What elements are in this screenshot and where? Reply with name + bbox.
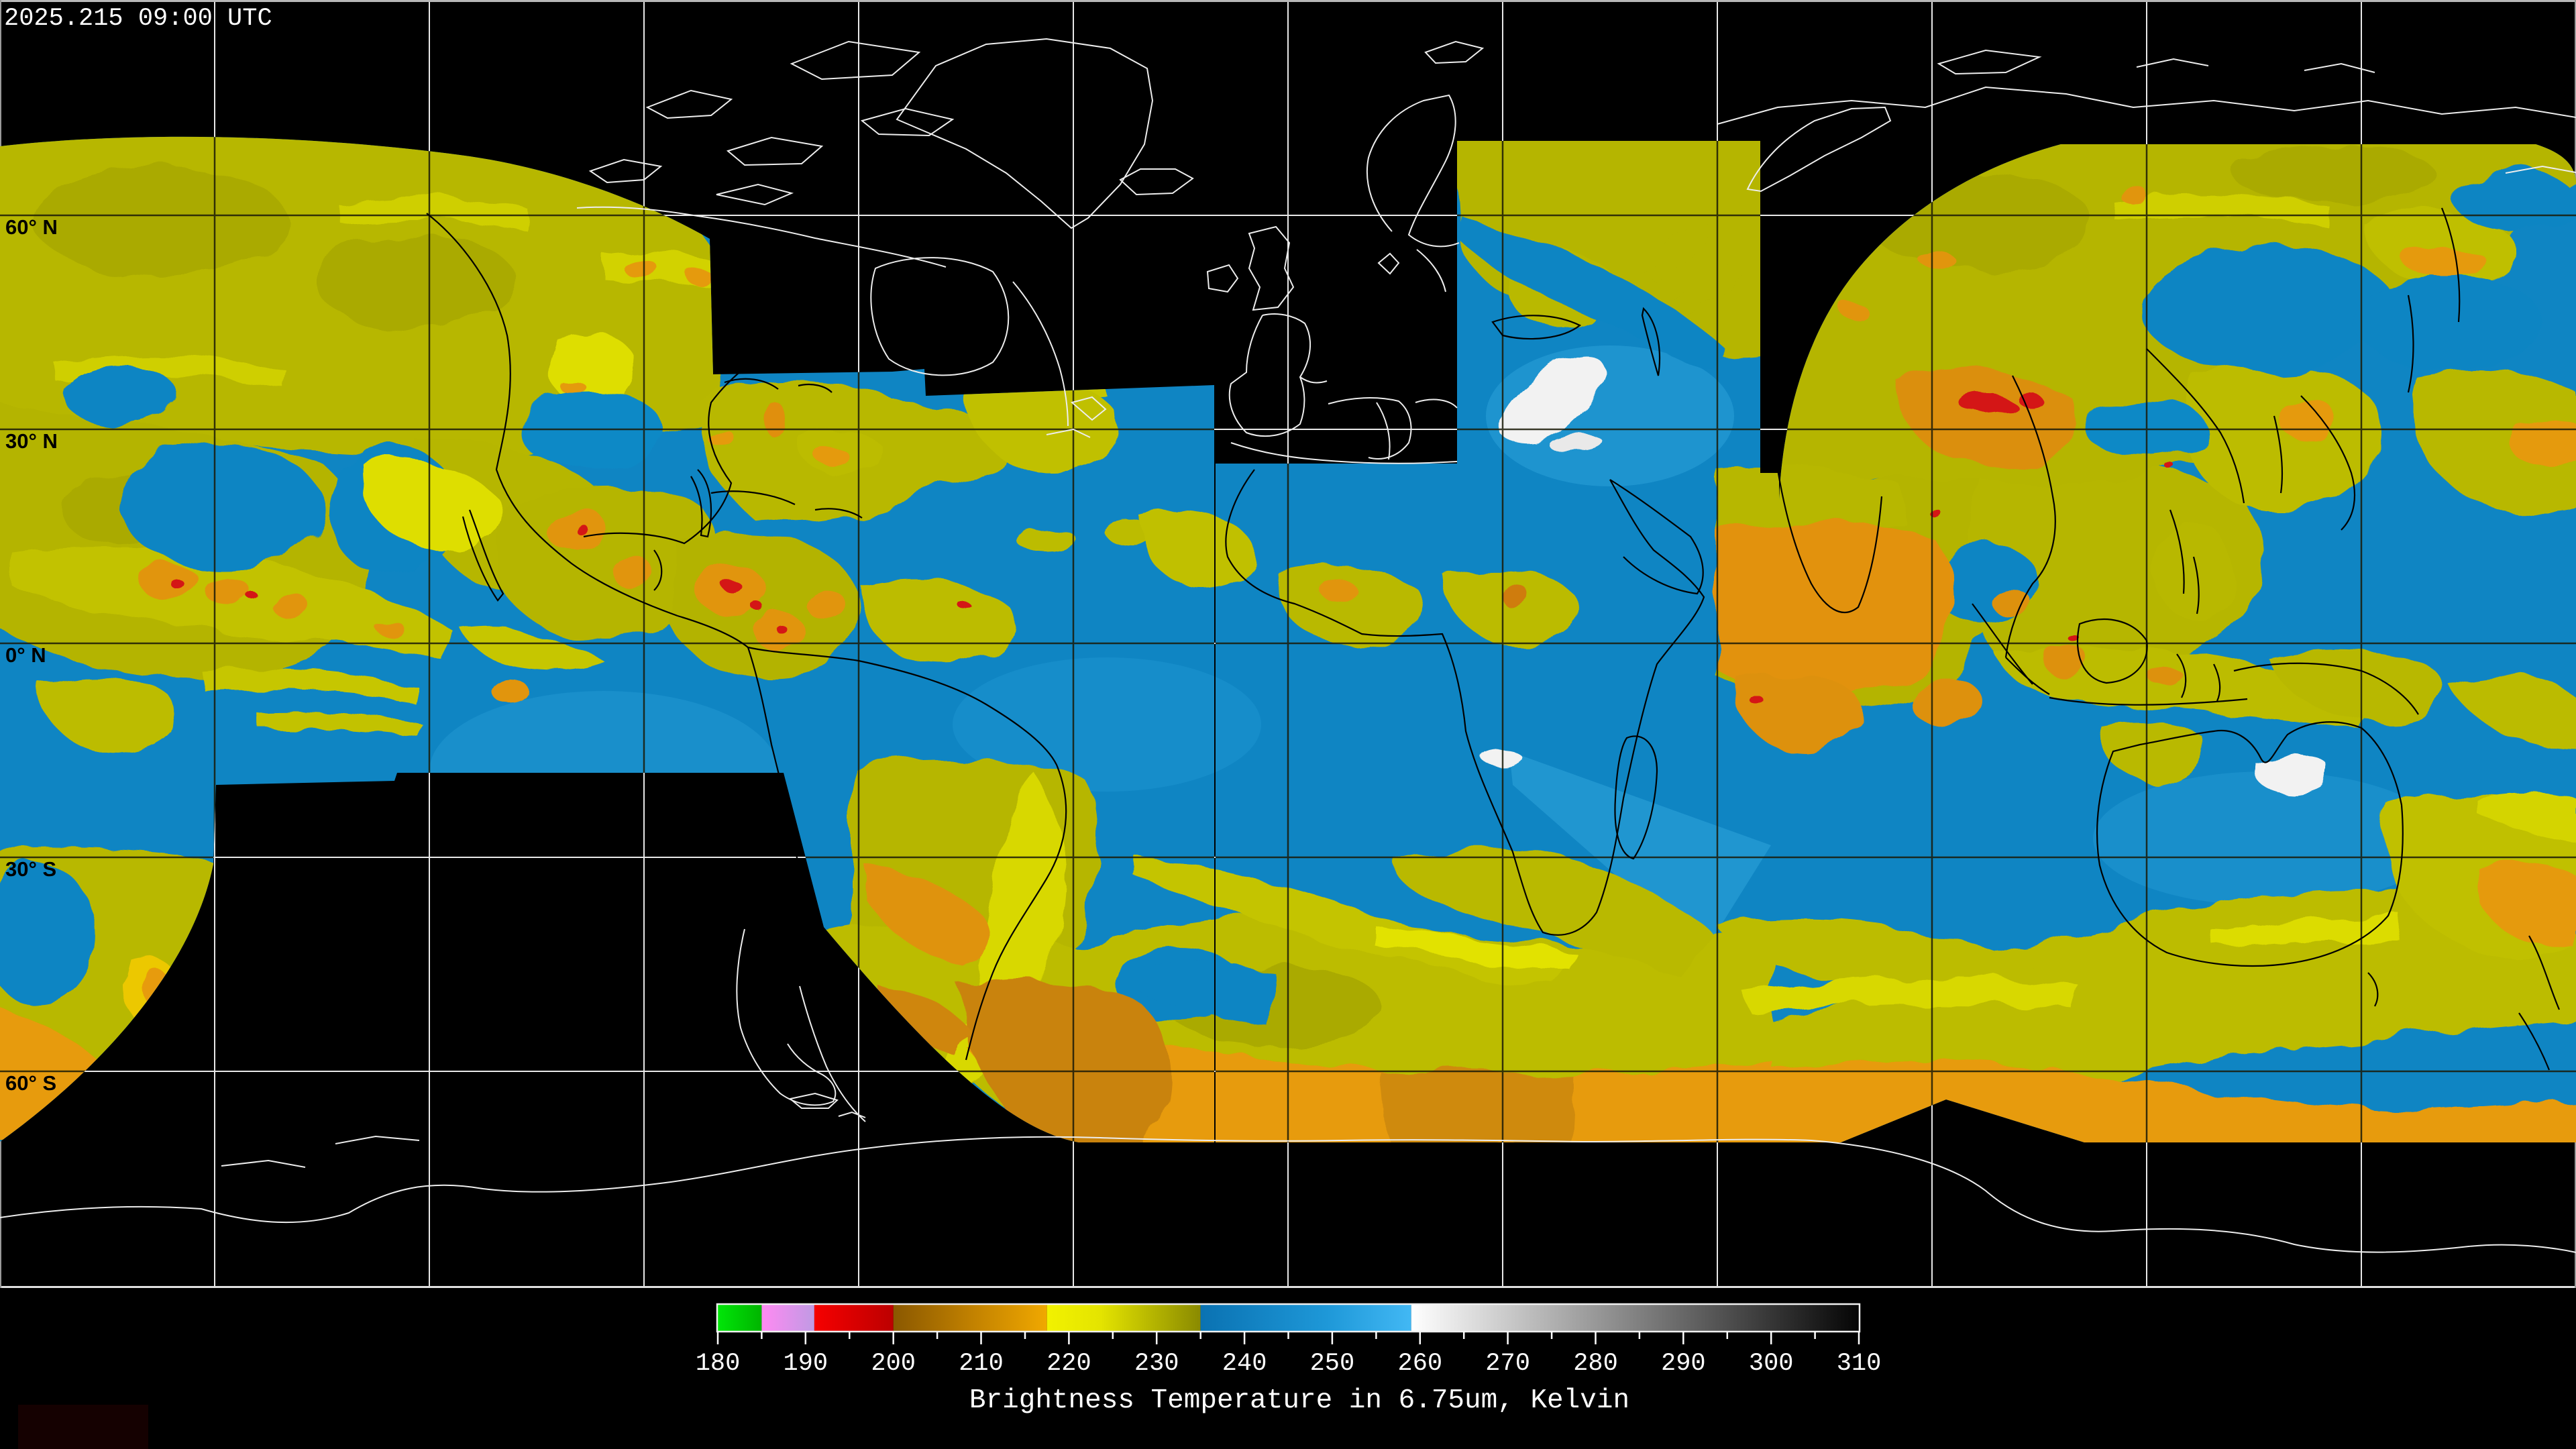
svg-text:220: 220	[1046, 1350, 1091, 1378]
svg-text:200: 200	[871, 1350, 916, 1378]
svg-text:270: 270	[1485, 1350, 1530, 1378]
svg-text:260: 260	[1397, 1350, 1442, 1378]
svg-text:0° N: 0° N	[5, 643, 46, 667]
svg-text:290: 290	[1661, 1350, 1706, 1378]
svg-text:Brightness Temperature in 6.75: Brightness Temperature in 6.75um, Kelvin	[969, 1385, 1629, 1416]
svg-text:180: 180	[696, 1350, 741, 1378]
svg-text:310: 310	[1837, 1350, 1882, 1378]
svg-text:230: 230	[1134, 1350, 1179, 1378]
svg-text:2025.215 09:00 UTC: 2025.215 09:00 UTC	[4, 5, 272, 33]
svg-text:60° N: 60° N	[5, 215, 58, 239]
svg-text:300: 300	[1749, 1350, 1794, 1378]
svg-text:30° N: 30° N	[5, 429, 58, 453]
svg-text:250: 250	[1310, 1350, 1355, 1378]
svg-text:190: 190	[783, 1350, 828, 1378]
svg-text:240: 240	[1222, 1350, 1267, 1378]
svg-text:60° S: 60° S	[5, 1071, 56, 1095]
svg-text:280: 280	[1573, 1350, 1618, 1378]
svg-text:30° S: 30° S	[5, 857, 56, 881]
svg-text:210: 210	[959, 1350, 1004, 1378]
